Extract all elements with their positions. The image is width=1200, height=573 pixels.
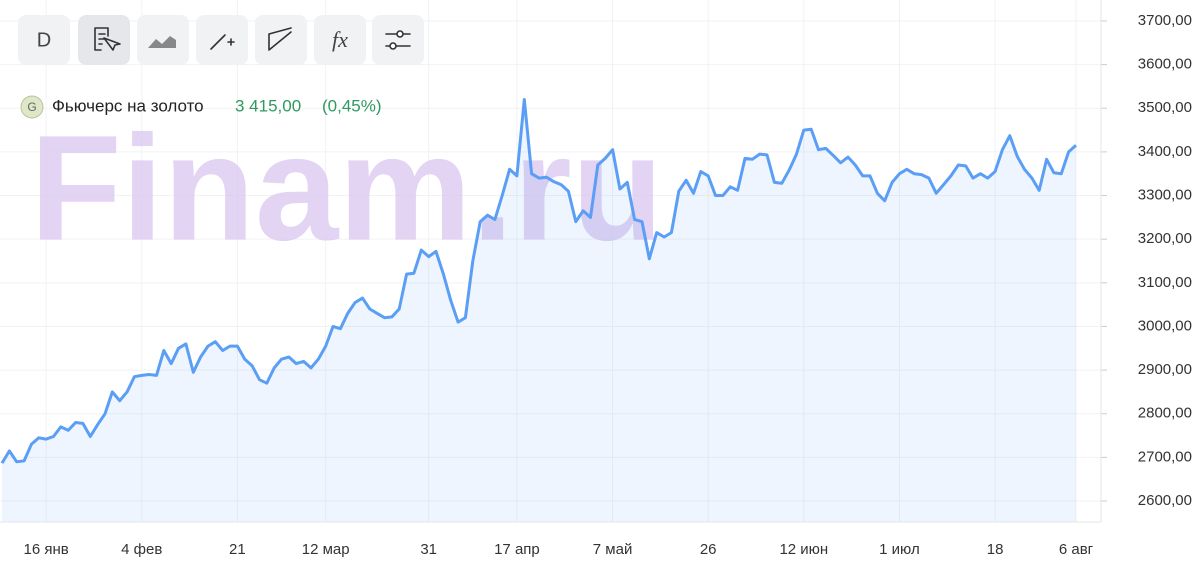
y-tick-label: 2700,00 [1138,448,1192,465]
y-tick-label: 3700,00 [1138,12,1192,29]
plot [0,98,1077,522]
toolbar: D fx [18,15,424,65]
legend-icon-letter: G [27,100,36,114]
chart-type-icon [148,36,176,48]
y-tick-label: 2800,00 [1138,405,1192,422]
legend-change: (0,45%) [322,96,382,115]
indicators-icon [94,27,121,51]
x-tick-label: 31 [420,541,437,558]
draw-line-icon [210,34,235,50]
legend-value: 3 415,00 [235,96,301,115]
watermark: Finam.ru [30,104,663,272]
x-tick-label: 12 мар [302,541,350,558]
legend-icon [20,95,44,119]
indicators-button[interactable] [78,15,130,65]
x-tick-label: 4 фев [121,541,162,558]
y-tick-label: 2600,00 [1138,492,1192,509]
settings-knob [396,30,404,38]
y-tick-label: 3600,00 [1138,56,1192,73]
y-tick-label: 3100,00 [1138,274,1192,291]
x-tick-label: 16 янв [24,541,69,558]
y-tick-label: 3000,00 [1138,317,1192,334]
x-tick-label: 18 [987,541,1004,558]
y-tick-label: 3300,00 [1138,187,1192,204]
y-tick-label: 3200,00 [1138,230,1192,247]
settings-knob [389,42,397,50]
grid [0,0,1107,522]
area [2,99,1076,522]
formula-button[interactable] [314,15,366,65]
line [0,98,1077,464]
interval-label: D [37,29,51,51]
interval-button[interactable] [18,15,70,65]
x-tick-label: 17 апр [494,541,540,558]
x-tick-label: 21 [229,541,246,558]
x-tick-label: 6 авг [1059,541,1094,558]
settings-button[interactable] [372,15,424,65]
x-tick-label: 26 [700,541,717,558]
y-tick-label: 3500,00 [1138,99,1192,116]
chart-type-button[interactable] [137,15,189,65]
y-tick-label: 2900,00 [1138,361,1192,378]
shapes-icon [268,27,292,51]
draw-line-button[interactable] [196,15,248,65]
formula-icon: fx [332,27,348,52]
legend: G Фьючерс на золото 3 415,00 (0,45%) [20,95,382,119]
x-tick-label: 12 июн [779,541,828,558]
y-tick-label: 3400,00 [1138,143,1192,160]
x-tick-label: 1 июл [879,541,920,558]
legend-name: Фьючерс на золото [52,96,204,115]
x-tick-label: 7 май [593,541,633,558]
